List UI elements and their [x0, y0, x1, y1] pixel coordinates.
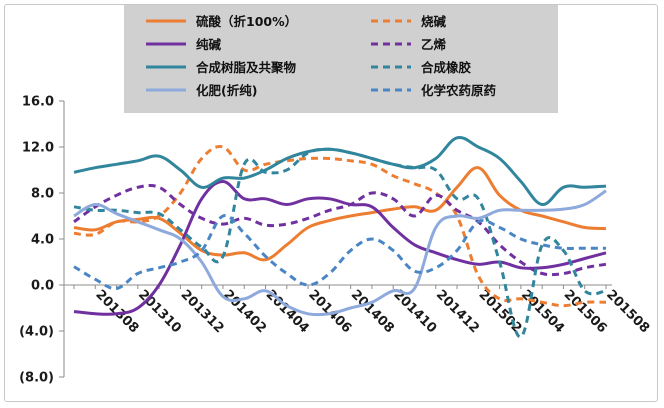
series-line-6: [73, 189, 607, 317]
series-line-7: [73, 214, 606, 291]
y-tick-label: (8.0): [19, 371, 54, 386]
legend-label-7: 化学农药原药: [421, 83, 497, 98]
series-line-4: [73, 135, 607, 206]
x-tick-label: 201406: [305, 287, 354, 336]
legend-box: [124, 5, 558, 113]
legend-label-0: 硫酸（折100%）: [196, 14, 297, 29]
y-tick-label: (4.0): [19, 325, 54, 340]
legend-label-4: 合成树脂及共聚物: [196, 60, 297, 75]
x-tick-label: 201506: [561, 287, 610, 336]
y-tick-label: 4.0: [31, 233, 54, 248]
x-tick-label: 201412: [433, 287, 482, 336]
legend-label-5: 合成橡胶: [421, 60, 472, 75]
series-line-2: [73, 180, 607, 316]
y-tick-label: 0.0: [31, 279, 54, 294]
y-tick-label: 16.0: [22, 95, 54, 110]
x-tick-label: 201508: [603, 287, 652, 336]
x-tick-label: 201410: [390, 287, 439, 336]
x-tick-label: 201310: [135, 287, 184, 336]
x-tick-label: 201308: [92, 287, 141, 336]
series-lines: [73, 135, 607, 339]
x-tick-label: 201402: [220, 287, 269, 336]
x-tick-label: 201408: [348, 287, 397, 336]
x-tick-label: 201502: [475, 287, 524, 336]
series-line-0: [73, 166, 607, 262]
legend-label-3: 乙烯: [421, 37, 447, 52]
y-tick-label: 8.0: [31, 187, 54, 202]
legend-label-6: 化肥(折纯): [196, 83, 257, 98]
legend-label-2: 纯碱: [196, 37, 222, 52]
legend-label-1: 烧碱: [421, 14, 447, 29]
series-line-1: [73, 145, 607, 308]
y-tick-label: 12.0: [22, 141, 54, 156]
series-line-3: [73, 183, 607, 277]
